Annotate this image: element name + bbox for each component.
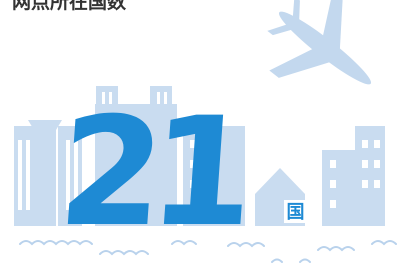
infographic: 网点所在国数 21 国 bbox=[0, 0, 410, 271]
stat-unit: 国 bbox=[287, 202, 305, 223]
airplane bbox=[247, 0, 402, 125]
stat-value: 21 bbox=[53, 86, 250, 260]
title: 网点所在国数 bbox=[12, 0, 127, 13]
page: 网点所在国数 21 国 bbox=[0, 0, 410, 271]
